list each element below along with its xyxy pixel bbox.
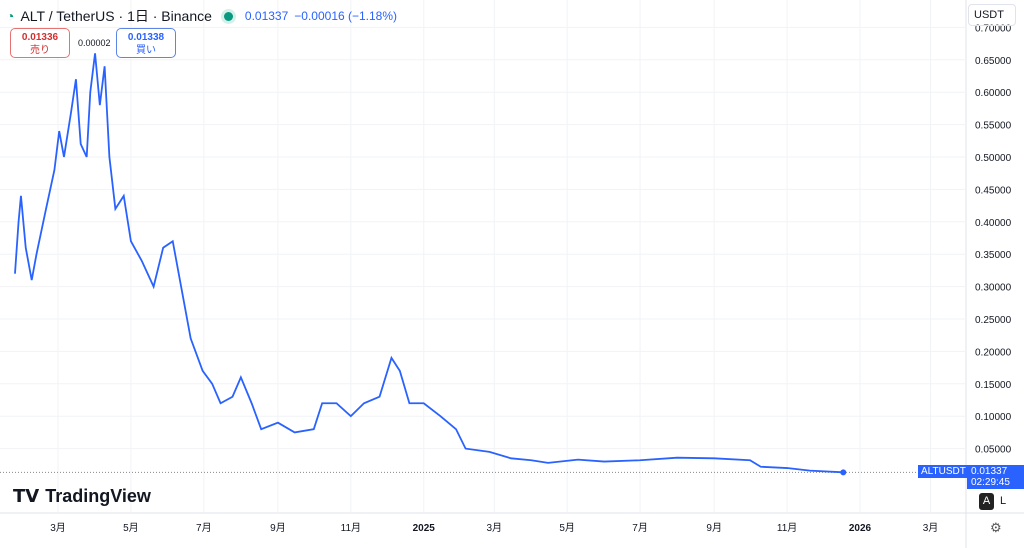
y-tick-label: 0.15000 — [975, 380, 1012, 391]
symbol-title[interactable]: ALT / TetherUS · 1日 · Binance — [20, 8, 212, 24]
y-tick-label: 0.40000 — [975, 218, 1012, 229]
price-line — [14, 53, 844, 474]
currency-select[interactable]: USDT — [968, 4, 1016, 26]
y-tick-label: 0.10000 — [975, 412, 1012, 423]
last-price: 0.01337 — [971, 466, 1008, 477]
sell-button[interactable]: 0.01336 売り — [10, 28, 70, 58]
x-tick-label: 11月 — [341, 522, 361, 534]
x-tick-label: 7月 — [196, 522, 212, 534]
buy-price: 0.01338 — [127, 32, 165, 43]
x-tick-label: 5月 — [559, 522, 575, 534]
last-price-dot — [840, 469, 847, 476]
x-tick-label: 3月 — [923, 522, 939, 534]
y-tick-label: 0.45000 — [975, 185, 1012, 196]
y-tick-label: 0.05000 — [975, 445, 1012, 456]
x-tick-label: 2025 — [413, 523, 436, 534]
logo-text: TradingView — [45, 486, 151, 506]
current-price: 0.01337 — [244, 9, 289, 23]
sell-price: 0.01336 — [21, 32, 59, 43]
buy-button[interactable]: 0.01338 買い — [116, 28, 176, 58]
binance-logo-icon: ◔ — [6, 8, 15, 24]
price-change: −0.00016 (−1.18%) — [294, 9, 398, 23]
x-tick-label: 5月 — [123, 522, 139, 534]
x-tick-label: 9月 — [270, 522, 286, 534]
y-tick-label: 0.70000 — [975, 23, 1012, 34]
market-open-icon — [223, 11, 233, 21]
x-tick-label: 7月 — [632, 522, 648, 534]
y-tick-label: 0.60000 — [975, 88, 1012, 99]
symbol-price-label: ALTUSDT — [918, 465, 969, 478]
tv-logo-icon: 𝗧𝗩 — [13, 486, 40, 506]
tradingview-logo[interactable]: 𝗧𝗩 TradingView — [13, 486, 151, 507]
y-tick-label: 0.35000 — [975, 250, 1012, 261]
y-tick-label: 0.20000 — [975, 347, 1012, 358]
y-tick-label: 0.30000 — [975, 283, 1012, 294]
spread: 0.00002 — [78, 38, 111, 48]
y-tick-label: 0.50000 — [975, 153, 1012, 164]
x-tick-label: 11月 — [777, 522, 797, 534]
settings-icon[interactable]: ⚙ — [990, 520, 1002, 535]
y-tick-label: 0.25000 — [975, 315, 1012, 326]
y-tick-label: 0.55000 — [975, 121, 1012, 132]
sell-label: 売り — [30, 45, 50, 56]
last-price-label: 0.01337 02:29:45 — [967, 465, 1024, 489]
symbol-header: ◔ ALT / TetherUS · 1日 · Binance 0.01337 … — [6, 6, 397, 26]
y-tick-label: 0.65000 — [975, 56, 1012, 67]
bar-countdown: 02:29:45 — [971, 477, 1010, 488]
x-tick-label: 3月 — [50, 522, 66, 534]
x-tick-label: 2026 — [849, 523, 872, 534]
buy-label: 買い — [136, 45, 156, 56]
x-tick-label: 3月 — [486, 522, 502, 534]
x-tick-label: 9月 — [706, 522, 722, 534]
auto-scale-button[interactable]: A — [979, 493, 994, 510]
log-scale-button[interactable]: L — [1000, 495, 1007, 507]
